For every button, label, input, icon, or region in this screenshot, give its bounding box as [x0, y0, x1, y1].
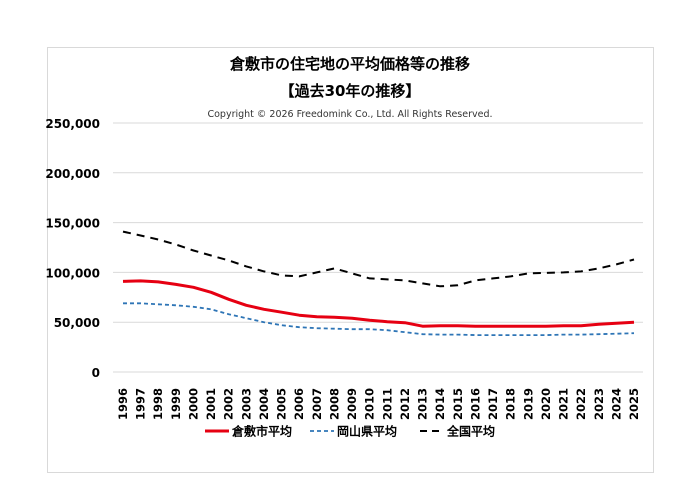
- x-tick-label: 2012: [398, 388, 412, 420]
- x-tick-label: 2018: [504, 388, 518, 420]
- x-tick-label: 2001: [204, 388, 218, 420]
- x-tick-label: 2013: [416, 388, 430, 420]
- x-tick-label: 1997: [134, 388, 148, 420]
- chart-title: 倉敷市の住宅地の平均価格等の推移: [229, 55, 470, 73]
- x-tick-label: 2005: [275, 388, 289, 420]
- x-tick-label: 2016: [468, 388, 482, 420]
- x-tick-label: 2023: [592, 388, 606, 420]
- chart-subtitle: 【過去30年の推移】: [280, 82, 421, 100]
- x-tick-label: 2002: [222, 388, 236, 420]
- legend-label: 岡山県平均: [337, 424, 397, 439]
- x-tick-label: 1999: [169, 388, 183, 420]
- x-tick-label: 1996: [116, 388, 130, 420]
- legend-label: 倉敷市平均: [231, 424, 292, 439]
- x-tick-label: 2024: [609, 388, 623, 420]
- x-tick-label: 2020: [539, 388, 553, 420]
- y-tick-label: 200,000: [45, 167, 100, 181]
- x-tick-label: 2021: [557, 388, 571, 420]
- x-tick-label: 2011: [380, 388, 394, 420]
- x-tick-label: 2003: [239, 388, 253, 420]
- x-tick-label: 2017: [486, 388, 500, 420]
- copyright: Copyright © 2026 Freedomink Co., Ltd. Al…: [207, 109, 492, 120]
- x-tick-label: 1998: [151, 388, 165, 420]
- y-tick-label: 50,000: [54, 316, 100, 330]
- legend-label: 全国平均: [446, 424, 495, 439]
- y-tick-label: 150,000: [45, 217, 100, 231]
- x-tick-label: 2015: [451, 388, 465, 420]
- y-tick-label: 100,000: [45, 266, 100, 280]
- y-tick-label: 0: [92, 366, 100, 380]
- x-tick-label: 2007: [310, 388, 324, 420]
- x-tick-label: 2006: [292, 388, 306, 420]
- x-tick-label: 2000: [186, 388, 200, 420]
- x-tick-label: 2022: [574, 388, 588, 420]
- x-tick-label: 2008: [327, 388, 341, 420]
- x-tick-label: 2014: [433, 388, 447, 420]
- y-tick-label: 250,000: [45, 117, 100, 131]
- x-tick-label: 2010: [363, 388, 377, 420]
- x-tick-label: 2004: [257, 388, 271, 420]
- x-tick-label: 2009: [345, 388, 359, 420]
- x-tick-label: 2019: [521, 388, 535, 420]
- x-tick-label: 2025: [627, 388, 641, 420]
